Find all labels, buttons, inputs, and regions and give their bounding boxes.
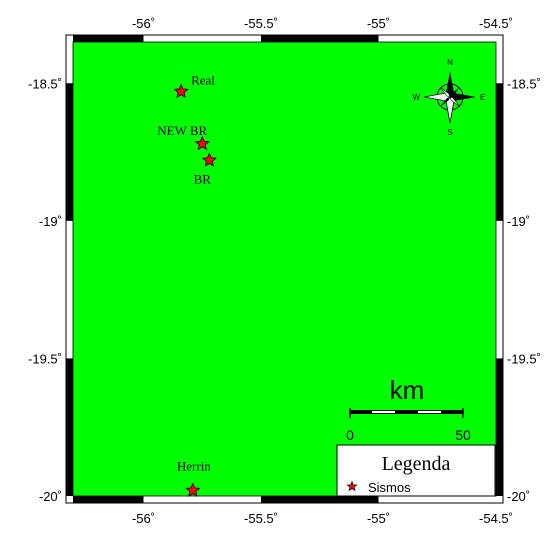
lat-tick-label-right: -19˚ [507,214,530,229]
earthquake-marker-star-icon [185,482,201,497]
compass-west-label: W [412,93,420,102]
lat-tick-label-left: -18.5˚ [28,76,62,91]
lon-tick-label-top: -55˚ [367,16,390,31]
scale-unit-label: km [390,375,425,405]
lon-tick-label-bottom: -56˚ [132,511,155,526]
place-label: NEW BR [157,123,207,138]
star-icon [346,480,358,492]
earthquake-marker-star-icon [173,83,189,99]
lat-tick-label-left: -19˚ [39,214,62,229]
compass-east-label: E [480,93,485,102]
lon-tick-label-top: -56˚ [132,16,155,31]
scale-bar: km 0 50 [346,375,471,443]
place-label: Herrin [177,458,211,473]
place-label: BR [194,171,212,186]
legend-item-sismos: Sismos [368,480,411,495]
compass-south-label: S [447,128,452,137]
lat-tick-label-right: -20˚ [507,489,530,504]
scale-start-label: 0 [346,427,354,443]
lat-tick-label-left: -19.5˚ [28,351,62,366]
lon-tick-label-bottom: -54.5˚ [479,511,513,526]
lat-tick-label-right: -18.5˚ [507,76,541,91]
earthquake-marker-star-icon [201,152,217,167]
legend-title: Legenda [382,453,451,475]
axis-labels: -56˚ -56˚ -55.5˚ -55.5˚ -55˚ -55˚ -54.5˚ -54.5˚… [28,16,541,526]
lon-tick-label-top: -55.5˚ [244,16,278,31]
earthquake-markers: Real NEW BR BR Herrin [157,73,217,497]
scale-end-label: 50 [455,427,471,443]
compass-rose: N S E W [412,58,485,137]
legend-box: Legenda Sismos [336,444,496,497]
lon-tick-label-bottom: -55˚ [367,511,390,526]
land-area [72,41,497,497]
lon-tick-label-bottom: -55.5˚ [244,511,278,526]
lon-tick-label-top: -54.5˚ [479,16,513,31]
lat-tick-label-left: -20˚ [39,489,62,504]
lat-tick-label-right: -19.5˚ [507,351,541,366]
compass-north-label: N [447,58,453,67]
earthquake-marker-star-icon [194,135,210,151]
place-label: Real [191,73,215,88]
